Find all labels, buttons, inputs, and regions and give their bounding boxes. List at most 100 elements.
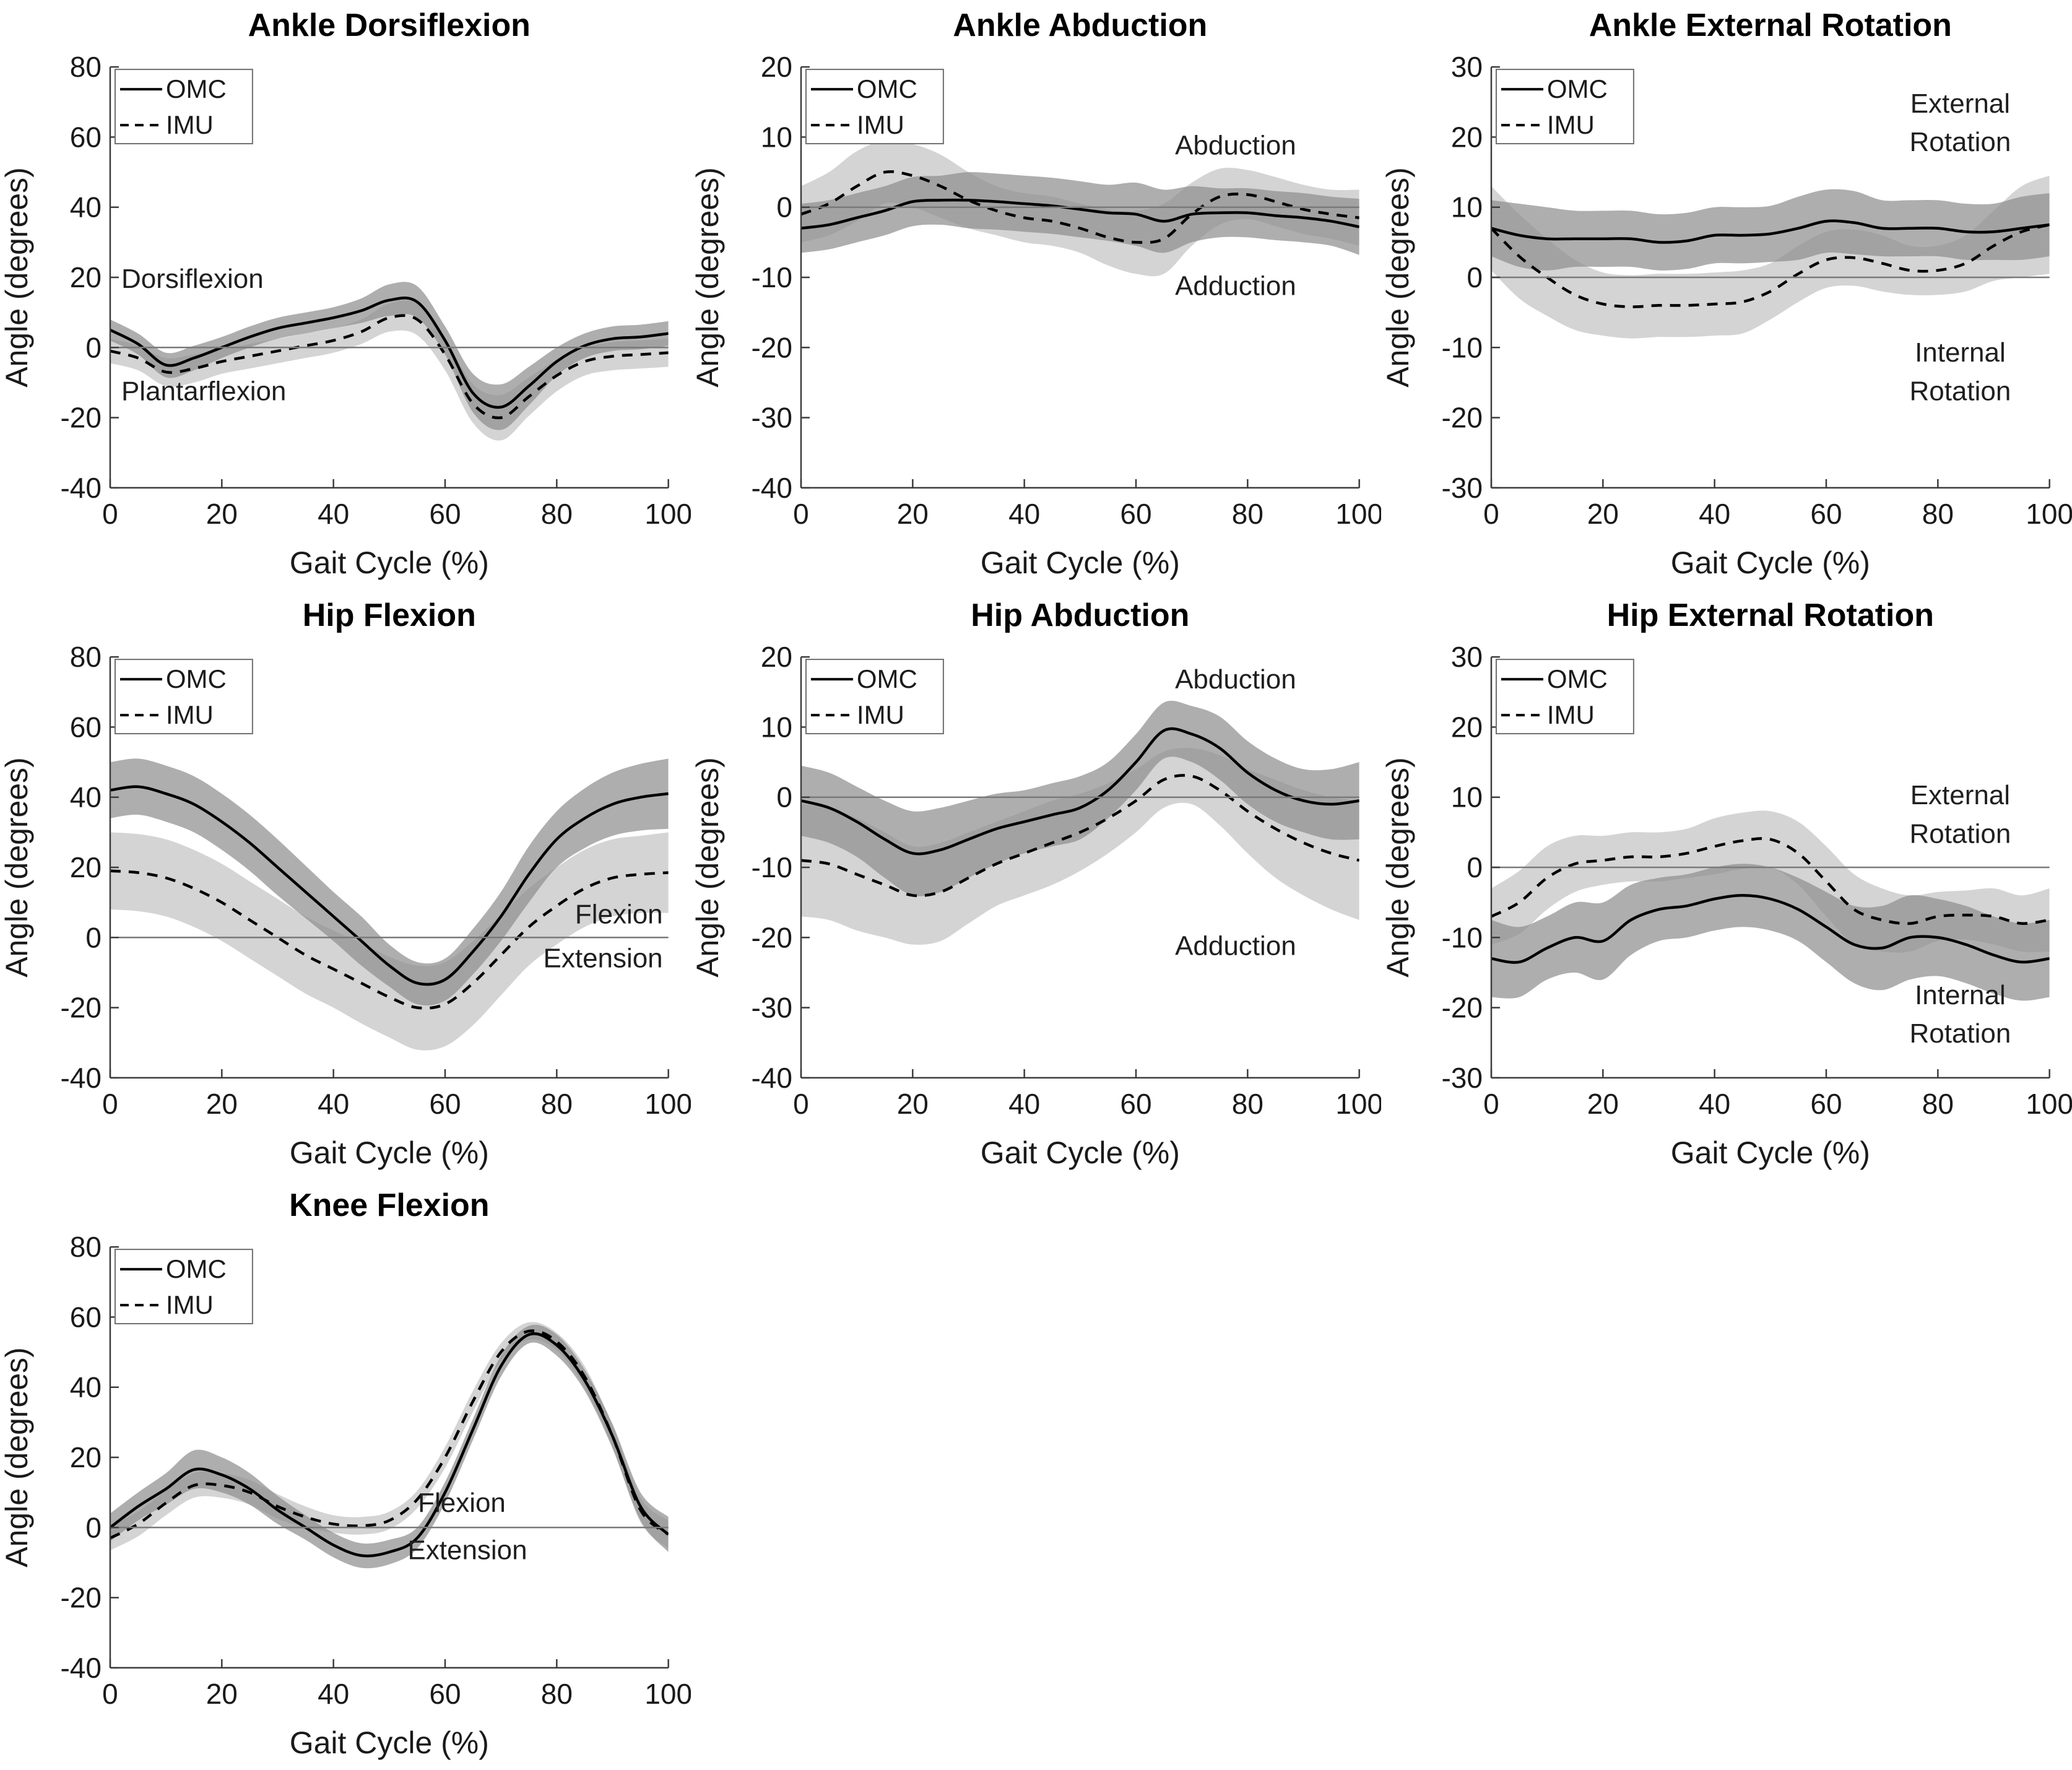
legend-label-imu: IMU — [1547, 700, 1595, 729]
plot-area — [110, 282, 669, 441]
x-tick-label: 0 — [793, 1088, 809, 1120]
y-tick-label: -30 — [1442, 1062, 1483, 1094]
x-tick-label: 60 — [1811, 1088, 1842, 1120]
chart-hip-flexion: 80 60 40 20 0 -20 -40 0 20 40 60 80 100 Hip Flexion An… — [0, 590, 691, 1180]
x-tick-label: 40 — [1008, 498, 1040, 530]
x-tick-label: 0 — [102, 498, 118, 530]
empty-cell — [1381, 1180, 2072, 1770]
series-line-imu — [800, 170, 1359, 244]
y-tick-label: 10 — [760, 121, 792, 153]
annotation-rotation: Rotation — [1910, 127, 2011, 157]
x-tick-label: 100 — [644, 1088, 690, 1120]
x-tick-label: 20 — [206, 1088, 238, 1120]
x-axis-label: Gait Cycle (%) — [290, 1135, 489, 1170]
legend-box — [1496, 69, 1635, 145]
x-tick-label: 40 — [1008, 1088, 1040, 1120]
series-line-omc — [110, 785, 669, 986]
x-tick-label: 60 — [1811, 498, 1842, 530]
y-tick-label: -10 — [1442, 921, 1483, 953]
y-tick-label: 60 — [70, 711, 102, 743]
chart-title: Hip Abduction — [971, 597, 1189, 633]
legend-box — [114, 69, 253, 145]
y-axis-label: Angle (degrees) — [691, 167, 725, 388]
y-tick-label: 0 — [1467, 261, 1483, 293]
chart-title: Hip Flexion — [303, 597, 476, 633]
x-tick-label: 60 — [1120, 498, 1151, 530]
y-tick-label: 20 — [70, 1441, 102, 1473]
plot-area — [1491, 810, 2050, 1001]
y-tick-label: -30 — [1442, 472, 1483, 504]
series-line-omc — [110, 297, 669, 409]
y-tick-label: 10 — [1451, 781, 1483, 813]
legend-label-omc: OMC — [166, 74, 227, 103]
y-tick-label: 0 — [85, 331, 102, 363]
band-omc — [110, 1324, 669, 1569]
legend-label-imu: IMU — [857, 110, 904, 139]
plot-area — [1491, 175, 2050, 339]
chart-ankle-external-rotation: 30 20 10 0 -10 -20 -30 0 20 40 60 80 100 Ankle Extern… — [1381, 0, 2072, 590]
series-line-imu — [1491, 223, 2050, 308]
y-tick-label: 40 — [70, 781, 102, 813]
annotation-extension: Extension — [408, 1535, 527, 1565]
y-tick-label: -20 — [60, 402, 101, 434]
chart-title: Hip External Rotation — [1607, 597, 1934, 633]
x-tick-label: 20 — [206, 1678, 238, 1710]
band-omc — [110, 758, 669, 1005]
legend-label-imu: IMU — [166, 700, 214, 729]
x-tick-label: 20 — [1587, 1088, 1619, 1120]
y-tick-label: 20 — [760, 641, 792, 673]
legend-label-omc: OMC — [166, 664, 227, 693]
annotation-internal: Internal — [1915, 980, 2006, 1010]
y-tick-label: 60 — [70, 121, 102, 153]
series-line-omc — [1491, 219, 2050, 244]
x-axis-label: Gait Cycle (%) — [1671, 1135, 1870, 1170]
series-line-imu — [1491, 837, 2050, 926]
y-axis-label: Angle (degrees) — [1381, 167, 1415, 388]
chart-knee-flexion: 80 60 40 20 0 -20 -40 0 20 40 60 80 100 Knee Flexion A… — [0, 1180, 691, 1770]
annotation-external: External — [1910, 780, 2010, 810]
band-imu — [110, 832, 669, 1051]
y-tick-label: 20 — [70, 851, 102, 883]
legend-label-imu: IMU — [166, 110, 214, 139]
y-tick-label: -20 — [751, 331, 792, 363]
y-tick-label: -10 — [1442, 331, 1483, 363]
annotation-abduction: Abduction — [1175, 131, 1296, 161]
legend-label-omc: OMC — [1547, 74, 1608, 103]
band-imu — [110, 1322, 669, 1551]
x-tick-label: 100 — [644, 1678, 690, 1710]
legend-box — [805, 659, 944, 735]
legend-label-imu: IMU — [1547, 110, 1595, 139]
x-axis-label: Gait Cycle (%) — [290, 1725, 489, 1760]
x-tick-label: 20 — [896, 1088, 928, 1120]
x-axis-label: Gait Cycle (%) — [290, 545, 489, 580]
y-tick-label: -20 — [751, 921, 792, 953]
x-tick-label: 0 — [102, 1678, 118, 1710]
y-tick-label: 80 — [70, 51, 102, 83]
x-tick-label: 80 — [1231, 498, 1263, 530]
x-tick-label: 80 — [1231, 1088, 1263, 1120]
chart-title: Knee Flexion — [289, 1187, 489, 1223]
series-line-imu — [110, 869, 669, 1010]
x-tick-label: 80 — [541, 498, 573, 530]
y-tick-label: -20 — [60, 1582, 101, 1614]
plot-area — [110, 1322, 669, 1569]
x-tick-label: 60 — [429, 498, 461, 530]
annotation-internal: Internal — [1915, 337, 2006, 368]
x-tick-label: 20 — [206, 498, 238, 530]
x-tick-label: 40 — [318, 1088, 349, 1120]
x-tick-label: 0 — [793, 498, 809, 530]
empty-cell — [691, 1180, 1382, 1770]
x-tick-label: 100 — [1335, 1088, 1381, 1120]
x-axis-label: Gait Cycle (%) — [1671, 545, 1870, 580]
legend: OMC IMU — [805, 69, 944, 145]
series-line-imu — [800, 774, 1359, 898]
legend-label-omc: OMC — [1547, 664, 1608, 693]
y-tick-label: -40 — [60, 1062, 101, 1094]
x-tick-label: 20 — [896, 498, 928, 530]
legend: OMC IMU — [805, 659, 944, 735]
y-tick-label: -20 — [1442, 402, 1483, 434]
series-line-imu — [110, 1329, 669, 1540]
legend: OMC IMU — [114, 69, 253, 145]
